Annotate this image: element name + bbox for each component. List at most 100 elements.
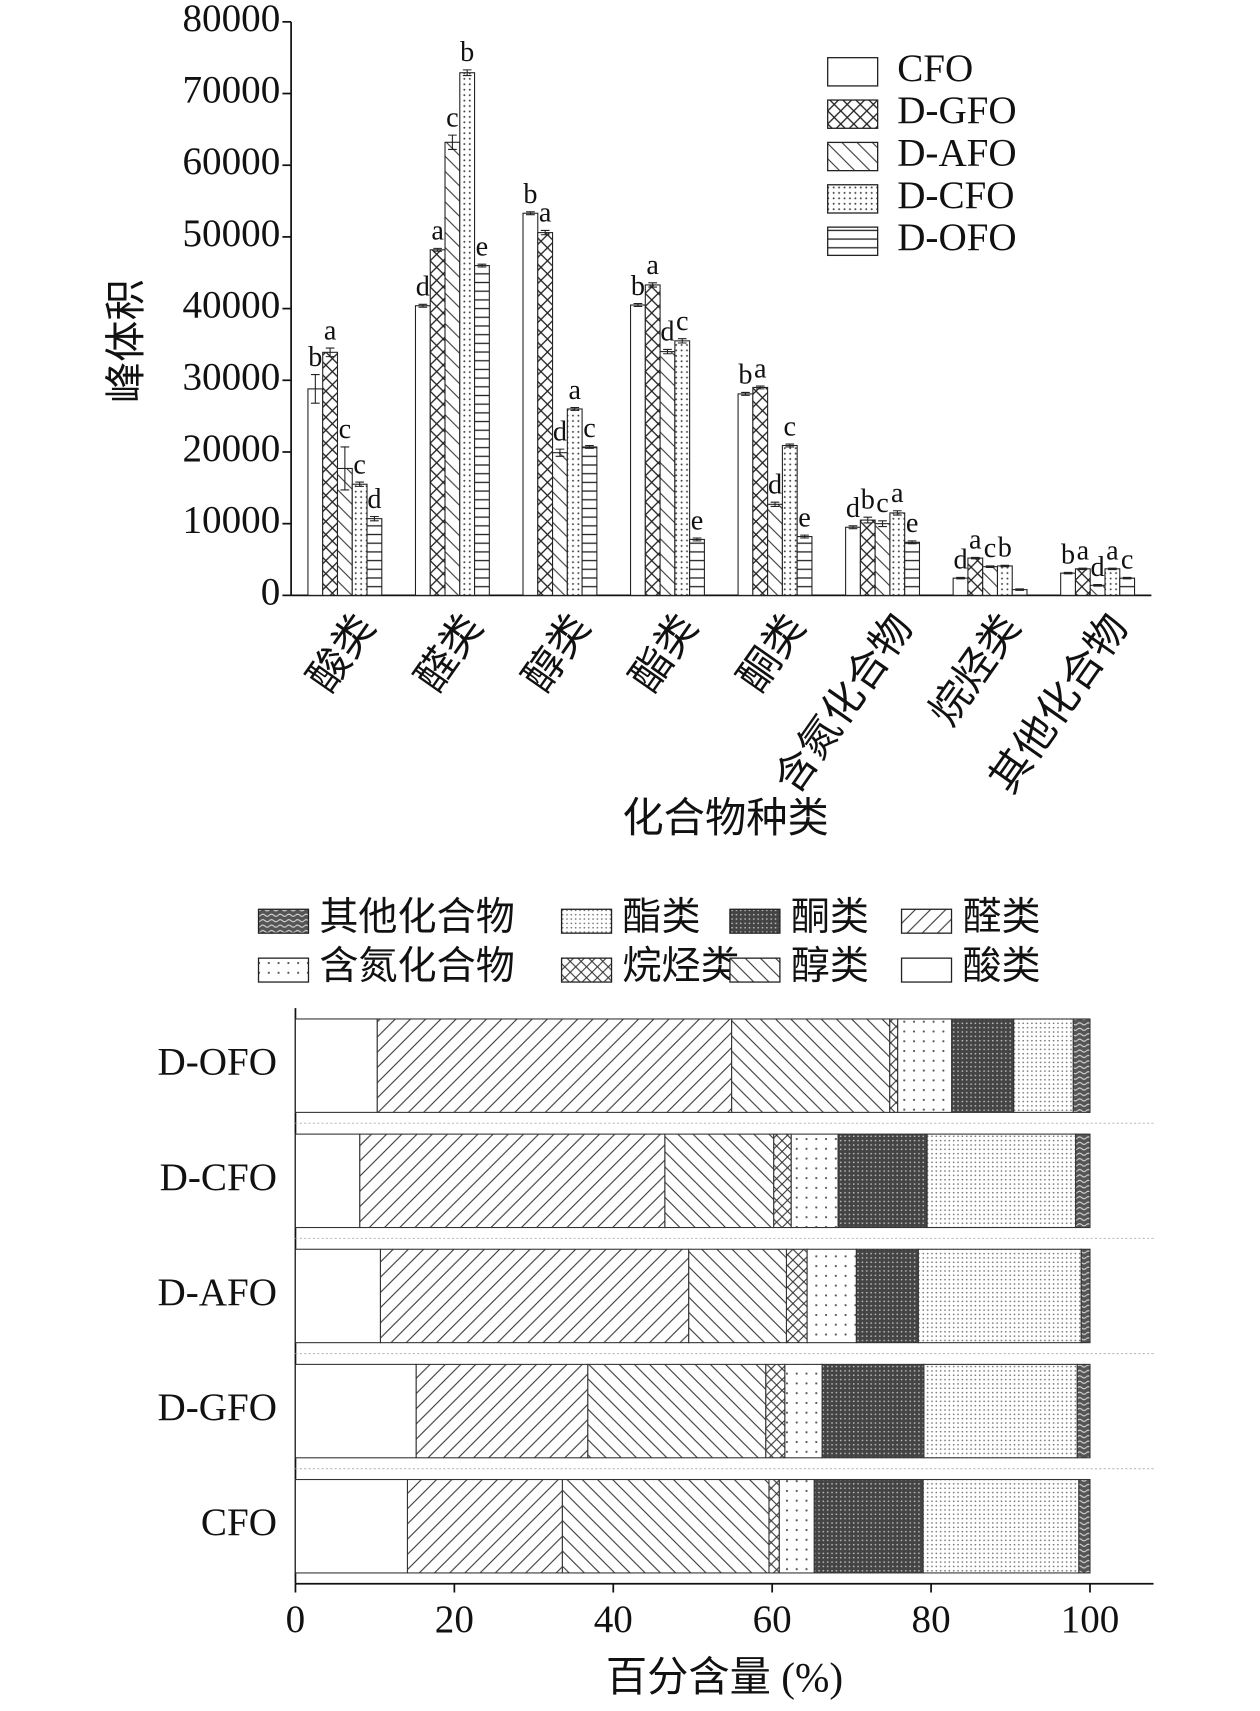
error-bar	[433, 247, 442, 252]
significance-letter: d	[1091, 552, 1105, 583]
bar	[414, 305, 431, 596]
bar-segment	[784, 1363, 823, 1459]
bar-segment	[359, 1133, 666, 1229]
y-tick-label: 30000	[183, 355, 281, 398]
error-bar	[633, 303, 643, 307]
error-bar	[800, 534, 809, 539]
x-axis-label: 百分含量 (%)	[606, 1654, 843, 1701]
bar	[552, 452, 568, 596]
error-bar	[677, 338, 687, 344]
error-bar	[477, 263, 487, 268]
significance-letter: b	[738, 360, 752, 391]
bar-segment	[917, 1248, 1082, 1344]
bar-segment	[1072, 1018, 1091, 1113]
y-tick-label: 20000	[183, 427, 281, 470]
x-tick-label: 酮类	[729, 606, 814, 700]
legend-label: 醛类	[962, 896, 1040, 939]
error-bar	[340, 446, 350, 491]
bar-segment	[790, 1133, 839, 1229]
x-tick-label: 20	[435, 1598, 474, 1641]
x-tick-label: 醛类	[406, 606, 491, 700]
y-tick-label: D-OFO	[158, 1041, 277, 1084]
significance-letter: b	[460, 37, 474, 68]
bar-segment	[1076, 1363, 1091, 1459]
significance-letter: c	[446, 102, 459, 133]
bar-segment	[855, 1248, 919, 1344]
bar	[1074, 568, 1091, 596]
significance-letter: c	[876, 488, 889, 519]
error-bar	[956, 576, 965, 580]
bar	[322, 351, 339, 596]
y-tick-label: 50000	[183, 212, 281, 255]
significance-letter: b	[631, 271, 645, 302]
legend-swatch	[729, 908, 781, 934]
significance-letter: b	[861, 484, 875, 515]
error-bar	[663, 348, 672, 355]
bar-segment	[561, 1478, 770, 1574]
bar-segment	[294, 1363, 417, 1459]
error-bar	[555, 448, 565, 457]
significance-letter: c	[784, 411, 797, 442]
legend-swatch	[729, 957, 781, 983]
significance-letter: a	[431, 216, 444, 247]
bar-segment	[889, 1018, 899, 1113]
significance-letter: d	[953, 545, 967, 576]
legend-label: D-CFO	[897, 174, 1014, 217]
bar	[644, 284, 661, 596]
x-tick-label: 100	[1061, 1598, 1120, 1641]
bar-segment	[768, 1478, 780, 1574]
error-bar	[863, 516, 873, 524]
bar-segment	[923, 1363, 1078, 1459]
significance-letter: a	[969, 525, 982, 556]
y-tick-label: D-AFO	[158, 1271, 277, 1314]
bar	[659, 351, 676, 596]
error-bar	[770, 501, 780, 508]
significance-letter: a	[646, 250, 659, 281]
bar	[674, 340, 691, 596]
bar-segment	[1013, 1018, 1074, 1113]
bar-segment	[294, 1133, 361, 1229]
legend-label: D-OFO	[897, 216, 1016, 259]
y-tick-label: 60000	[183, 140, 281, 183]
bar	[429, 249, 446, 596]
bar	[982, 566, 999, 596]
bar-segment	[813, 1478, 924, 1574]
bar	[904, 541, 921, 596]
bar	[845, 526, 861, 596]
bar	[752, 386, 769, 596]
bar-segment	[897, 1018, 953, 1113]
x-axis-label: 化合物种类	[622, 795, 828, 841]
error-bar	[526, 211, 535, 216]
bar	[444, 141, 461, 596]
bar-segment	[773, 1133, 792, 1229]
bar	[1089, 584, 1106, 596]
error-bar	[1063, 571, 1073, 575]
error-bar	[418, 303, 428, 308]
error-bar	[1122, 576, 1132, 580]
significance-letter: e	[798, 502, 811, 533]
legend-label: CFO	[897, 47, 973, 90]
error-bar	[570, 406, 580, 411]
legend-label: 酸类	[962, 945, 1040, 988]
significance-letter: e	[691, 505, 704, 536]
bar	[689, 538, 705, 596]
significance-letter: b	[998, 533, 1012, 564]
bar	[459, 72, 476, 596]
legend-label: 醇类	[791, 945, 869, 988]
bar-segment	[1078, 1478, 1091, 1574]
bar-segment	[951, 1018, 1015, 1113]
legend-swatch	[900, 957, 953, 983]
y-tick-label: 80000	[183, 0, 281, 40]
bar	[537, 232, 554, 596]
significance-letter: e	[906, 508, 919, 539]
y-tick-label: 0	[261, 570, 281, 613]
legend-swatch	[827, 57, 879, 87]
bar	[351, 483, 368, 596]
significance-letter: c	[1121, 545, 1134, 576]
legend-label: 含氮化合物	[319, 945, 514, 988]
legend-swatch	[560, 957, 613, 983]
significance-letter: d	[660, 317, 674, 348]
bar-segment	[821, 1363, 925, 1459]
bar-segment	[926, 1133, 1077, 1229]
